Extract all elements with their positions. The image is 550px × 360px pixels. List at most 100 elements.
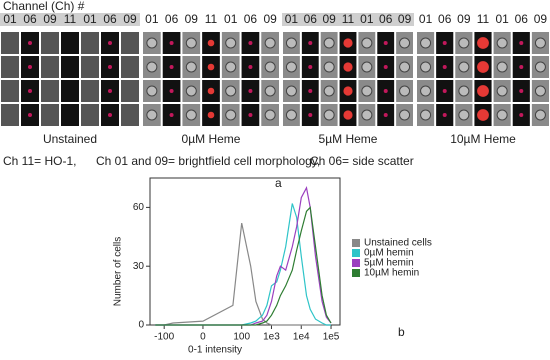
y-axis-label: Number of cells [113,237,124,306]
cell-image [81,80,99,102]
condition-label: 5µM Heme [319,132,378,146]
legend-label: Unstained cells [364,238,432,249]
cell-signal [308,41,313,45]
cell-signal [477,37,489,49]
cell-signal [442,113,447,117]
cell [225,85,237,97]
condition-label: 0µM Heme [182,132,241,146]
legend-label: 10µM hemin [364,268,419,279]
cell-signal [477,85,489,97]
cell [361,109,373,121]
cell-signal [108,65,112,69]
cell [399,85,411,97]
cell-image [121,104,139,126]
channel-number: 09 [398,12,412,26]
cell-image [61,80,79,102]
cell-signal [248,65,253,69]
cell [185,37,197,49]
channel-number: 01 [419,12,433,26]
cell [285,109,297,121]
cell [225,61,237,73]
cell [361,37,373,49]
cell [458,109,470,121]
cell [146,37,158,49]
cell [458,85,470,97]
cell [399,61,411,73]
cell-image [1,104,19,126]
y-tick-label: 30 [133,261,145,272]
cell [496,61,508,73]
y-tick-label: 60 [133,202,145,213]
cell-signal [383,113,388,117]
cell-image [1,32,19,54]
cell-signal [308,89,313,93]
cell [361,61,373,73]
cell [225,109,237,121]
cell [399,109,411,121]
cell-signal [308,65,313,69]
cell [534,37,546,49]
cell-image [1,80,19,102]
cell [146,85,158,97]
panel-label: a [275,176,282,190]
channel-number: 09 [43,12,57,26]
caption: Ch 06= side scatter [310,154,414,168]
channel-number: 06 [244,12,258,26]
caption: Ch 01 and 09= brightfield cell morpholog… [96,154,320,168]
cell [534,85,546,97]
cell-signal [383,89,388,93]
x-axis-label: 0-1 intensity [188,345,242,355]
channel-number: 06 [304,12,318,26]
cell [323,85,335,97]
cell-image [41,32,59,54]
channel-number: 09 [263,12,277,26]
cell [225,37,237,49]
cell [534,61,546,73]
cell [146,61,158,73]
header-band [0,13,140,26]
channel-number: 11 [64,12,77,26]
channel-number: 09 [534,12,548,26]
channel-number: 01 [285,12,299,26]
channel-number: 01 [3,12,17,26]
cell-signal [343,62,353,72]
cell-signal [343,110,353,120]
x-tick-label: -100 [154,332,174,343]
x-tick-label: 1e4 [293,332,310,343]
cell-signal [477,109,489,121]
cell-signal [207,111,215,119]
cell-signal [442,89,447,93]
panel-label: b [398,325,405,339]
caption: Ch 11= HO-1, [3,154,76,168]
cell-signal [108,113,112,117]
cell-signal [207,39,215,47]
cell-image [41,104,59,126]
cell-signal [28,65,32,69]
legend-swatch [352,249,360,257]
channel-number: 11 [205,12,218,26]
cell [185,61,197,73]
cell-signal [519,41,524,45]
channel-number: 01 [224,12,238,26]
x-tick-label: 100 [233,332,250,343]
cell-image [121,32,139,54]
cell-signal [248,89,253,93]
cell-signal [343,38,353,48]
cell-signal [248,41,253,45]
cell-signal [519,89,524,93]
channel-number: 06 [379,12,393,26]
condition-label: Unstained [43,132,97,146]
cell-signal [519,113,524,117]
cell [264,37,276,49]
x-tick-label: 0 [200,332,206,343]
cell-image [121,80,139,102]
cell-signal [343,86,353,96]
cell-signal [207,87,215,95]
channel-number: 01 [145,12,159,26]
cell-image [41,56,59,78]
cell [420,109,432,121]
cell [285,61,297,73]
cell-signal [519,65,524,69]
cell-signal [442,65,447,69]
cell-signal [28,41,32,45]
